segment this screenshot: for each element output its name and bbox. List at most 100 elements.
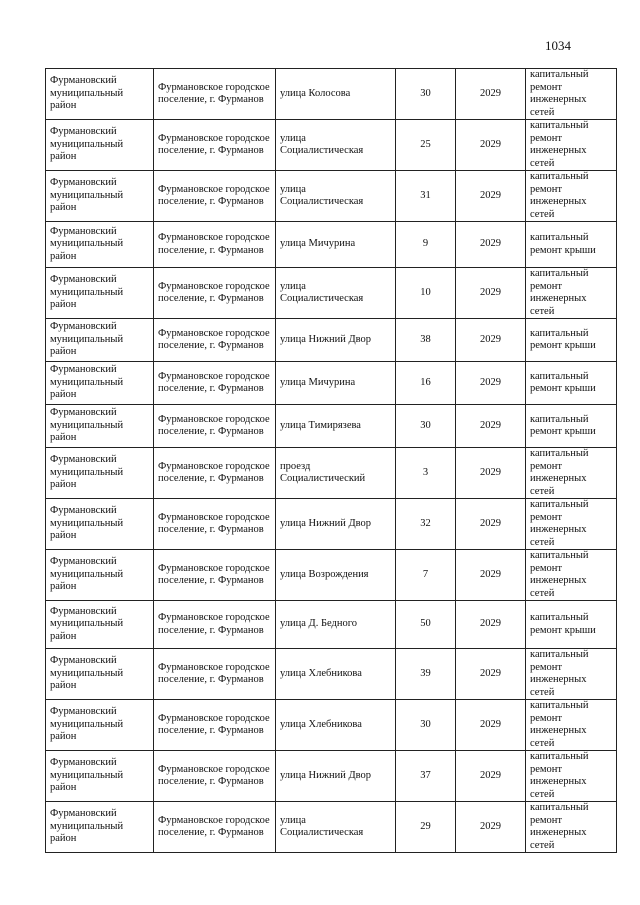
- year-cell: 2029: [455, 119, 526, 171]
- street-cell: улица Мичурина: [275, 361, 396, 405]
- table-row: Фурмановский муниципальный район Фурманов…: [45, 221, 617, 268]
- district-cell: Фурмановский муниципальный район: [45, 404, 154, 448]
- settlement-cell: Фурмановское городское поселение, г. Фур…: [153, 221, 276, 268]
- settlement-cell: Фурмановское городское поселение, г. Фур…: [153, 119, 276, 171]
- table-row: Фурмановский муниципальный район Фурманов…: [45, 119, 617, 171]
- settlement-cell: Фурмановское городское поселение, г. Фур…: [153, 404, 276, 448]
- district-cell: Фурмановский муниципальный район: [45, 498, 154, 550]
- table-row: Фурмановский муниципальный район Фурманов…: [45, 170, 617, 222]
- work-type-cell: капитальный ремонт крыши: [525, 361, 617, 405]
- street-cell: улица Социалистическая: [275, 267, 396, 319]
- settlement-cell: Фурмановское городское поселение, г. Фур…: [153, 801, 276, 853]
- work-type-cell: капитальный ремонт инженерных сетей: [525, 699, 617, 751]
- work-type-cell: капитальный ремонт инженерных сетей: [525, 267, 617, 319]
- table-row: Фурмановский муниципальный район Фурманов…: [45, 498, 617, 550]
- settlement-cell: Фурмановское городское поселение, г. Фур…: [153, 361, 276, 405]
- district-cell: Фурмановский муниципальный район: [45, 600, 154, 649]
- settlement-cell: Фурмановское городское поселение, г. Фур…: [153, 318, 276, 362]
- settlement-cell: Фурмановское городское поселение, г. Фур…: [153, 498, 276, 550]
- district-cell: Фурмановский муниципальный район: [45, 119, 154, 171]
- district-cell: Фурмановский муниципальный район: [45, 170, 154, 222]
- work-type-cell: капитальный ремонт крыши: [525, 600, 617, 649]
- house-number-cell: 30: [395, 699, 456, 751]
- table-row: Фурмановский муниципальный район Фурманов…: [45, 267, 617, 319]
- district-cell: Фурмановский муниципальный район: [45, 549, 154, 601]
- house-number-cell: 31: [395, 170, 456, 222]
- year-cell: 2029: [455, 221, 526, 268]
- house-number-cell: 30: [395, 68, 456, 120]
- street-cell: улица Хлебникова: [275, 699, 396, 751]
- work-type-cell: капитальный ремонт инженерных сетей: [525, 801, 617, 853]
- house-number-cell: 38: [395, 318, 456, 362]
- settlement-cell: Фурмановское городское поселение, г. Фур…: [153, 750, 276, 802]
- work-type-cell: капитальный ремонт инженерных сетей: [525, 648, 617, 700]
- year-cell: 2029: [455, 361, 526, 405]
- table-row: Фурмановский муниципальный район Фурманов…: [45, 318, 617, 362]
- table-row: Фурмановский муниципальный район Фурманов…: [45, 549, 617, 601]
- street-cell: улица Мичурина: [275, 221, 396, 268]
- year-cell: 2029: [455, 699, 526, 751]
- table-row: Фурмановский муниципальный район Фурманов…: [45, 361, 617, 405]
- district-cell: Фурмановский муниципальный район: [45, 447, 154, 499]
- settlement-cell: Фурмановское городское поселение, г. Фур…: [153, 68, 276, 120]
- district-cell: Фурмановский муниципальный район: [45, 361, 154, 405]
- house-number-cell: 32: [395, 498, 456, 550]
- year-cell: 2029: [455, 318, 526, 362]
- table-row: Фурмановский муниципальный район Фурманов…: [45, 699, 617, 751]
- house-number-cell: 25: [395, 119, 456, 171]
- house-number-cell: 10: [395, 267, 456, 319]
- work-type-cell: капитальный ремонт инженерных сетей: [525, 498, 617, 550]
- settlement-cell: Фурмановское городское поселение, г. Фур…: [153, 549, 276, 601]
- district-cell: Фурмановский муниципальный район: [45, 267, 154, 319]
- street-cell: улица Нижний Двор: [275, 318, 396, 362]
- district-cell: Фурмановский муниципальный район: [45, 750, 154, 802]
- page-number: 1034: [545, 38, 571, 53]
- table-row: Фурмановский муниципальный район Фурманов…: [45, 404, 617, 448]
- settlement-cell: Фурмановское городское поселение, г. Фур…: [153, 447, 276, 499]
- year-cell: 2029: [455, 549, 526, 601]
- work-type-cell: капитальный ремонт инженерных сетей: [525, 119, 617, 171]
- settlement-cell: Фурмановское городское поселение, г. Фур…: [153, 170, 276, 222]
- year-cell: 2029: [455, 600, 526, 649]
- street-cell: улица Нижний Двор: [275, 498, 396, 550]
- house-number-cell: 9: [395, 221, 456, 268]
- table-row: Фурмановский муниципальный район Фурманов…: [45, 447, 617, 499]
- house-number-cell: 39: [395, 648, 456, 700]
- district-cell: Фурмановский муниципальный район: [45, 699, 154, 751]
- street-cell: проезд Социалистический: [275, 447, 396, 499]
- year-cell: 2029: [455, 750, 526, 802]
- street-cell: улица Хлебникова: [275, 648, 396, 700]
- house-number-cell: 37: [395, 750, 456, 802]
- work-type-cell: капитальный ремонт крыши: [525, 318, 617, 362]
- work-type-cell: капитальный ремонт крыши: [525, 404, 617, 448]
- work-type-cell: капитальный ремонт крыши: [525, 221, 617, 268]
- street-cell: улица Возрождения: [275, 549, 396, 601]
- settlement-cell: Фурмановское городское поселение, г. Фур…: [153, 600, 276, 649]
- house-number-cell: 50: [395, 600, 456, 649]
- house-number-cell: 16: [395, 361, 456, 405]
- year-cell: 2029: [455, 648, 526, 700]
- house-number-cell: 3: [395, 447, 456, 499]
- work-type-cell: капитальный ремонт инженерных сетей: [525, 447, 617, 499]
- street-cell: улица Тимирязева: [275, 404, 396, 448]
- year-cell: 2029: [455, 447, 526, 499]
- year-cell: 2029: [455, 404, 526, 448]
- house-number-cell: 30: [395, 404, 456, 448]
- street-cell: улица Д. Бедного: [275, 600, 396, 649]
- work-type-cell: капитальный ремонт инженерных сетей: [525, 750, 617, 802]
- table-row: Фурмановский муниципальный район Фурманов…: [45, 648, 617, 700]
- table-row: Фурмановский муниципальный район Фурманов…: [45, 600, 617, 649]
- district-cell: Фурмановский муниципальный район: [45, 318, 154, 362]
- work-type-cell: капитальный ремонт инженерных сетей: [525, 170, 617, 222]
- street-cell: улица Социалистическая: [275, 119, 396, 171]
- settlement-cell: Фурмановское городское поселение, г. Фур…: [153, 699, 276, 751]
- work-type-cell: капитальный ремонт инженерных сетей: [525, 549, 617, 601]
- house-number-cell: 29: [395, 801, 456, 853]
- year-cell: 2029: [455, 498, 526, 550]
- year-cell: 2029: [455, 267, 526, 319]
- street-cell: улица Социалистическая: [275, 170, 396, 222]
- table-row: Фурмановский муниципальный район Фурманов…: [45, 750, 617, 802]
- district-cell: Фурмановский муниципальный район: [45, 648, 154, 700]
- work-type-cell: капитальный ремонт инженерных сетей: [525, 68, 617, 120]
- street-cell: улица Колосова: [275, 68, 396, 120]
